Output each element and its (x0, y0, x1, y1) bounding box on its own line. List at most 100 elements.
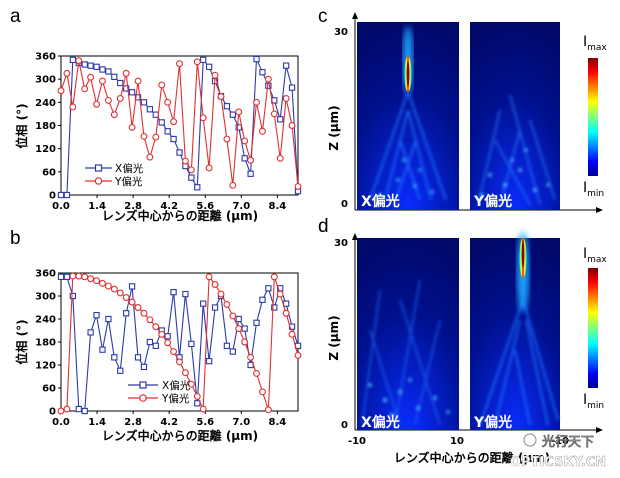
data-point-y (128, 123, 136, 131)
data-point-y (57, 407, 65, 415)
heatmap-d-ytick-30: 30 (334, 238, 348, 249)
heatmap-d-xtick-right-min: -10 (551, 436, 569, 447)
data-point-x (188, 174, 195, 181)
data-point-x (253, 319, 260, 326)
heatmap-c-y-panel: Y偏光 (470, 22, 560, 210)
x-tick-label: 1.4 (88, 417, 106, 428)
data-point-x (117, 79, 124, 87)
data-point-y (116, 95, 124, 102)
chart-b-xlabel: レンズ中心からの距離 (μm) (102, 428, 258, 443)
data-point-y (223, 135, 231, 143)
data-point-x (87, 62, 94, 69)
data-point-x (241, 155, 248, 162)
data-point-x (81, 407, 88, 415)
data-point-x (87, 329, 94, 336)
heatmap-c-x-panel: X偏光 (357, 22, 459, 210)
y-tick-label: 300 (35, 75, 56, 86)
panel-label-b: b (10, 228, 21, 249)
data-point-x (282, 300, 290, 307)
data-point-y (193, 58, 201, 66)
data-point-x (164, 128, 171, 135)
heatmap-d-y-label: Y偏光 (473, 414, 512, 431)
data-point-y (217, 290, 225, 298)
data-point-y (176, 60, 183, 68)
chart-b-y-ticks: 0 60 120 180 240 300 360 (35, 269, 61, 418)
data-point-x (259, 296, 266, 303)
y-tick-label: 120 (35, 144, 56, 155)
data-point-x (247, 170, 254, 177)
data-point-x (63, 273, 71, 280)
data-point-y (57, 87, 65, 95)
data-point-x (93, 312, 100, 319)
heatmap-d-y-panel: Y偏光 (470, 232, 560, 431)
x-tick-label: 8.4 (269, 201, 287, 212)
data-point-y (93, 100, 101, 108)
data-point-x (146, 106, 154, 113)
heatmap-c-y-label: Y偏光 (473, 193, 512, 210)
data-point-y (294, 183, 302, 190)
y-tick-label: 300 (35, 292, 56, 303)
data-point-x (200, 56, 207, 64)
heatmap-d-ylabel: Z (μm) (327, 315, 341, 360)
data-point-x (123, 310, 130, 317)
y-tick-label: 180 (35, 338, 56, 349)
data-point-x (57, 273, 65, 280)
data-point-y (205, 273, 213, 281)
data-point-y (193, 392, 201, 400)
chart-a-ylabel: 位相 (°) (14, 103, 29, 148)
data-point-x (152, 342, 159, 349)
watermark-line1: 光行天下 (541, 434, 594, 450)
data-point-y (288, 122, 296, 129)
data-point-x (271, 304, 278, 311)
data-point-y (158, 81, 166, 89)
chart-a-series (57, 55, 302, 199)
data-point-y (264, 75, 272, 83)
data-point-y (187, 380, 195, 388)
chart-a-legend: X偏光 Y偏光 (85, 162, 144, 188)
legend-x-marker (139, 381, 147, 389)
heatmap-d-xtick-left-max: 10 (450, 436, 464, 447)
x-tick-label: 2.8 (124, 201, 142, 212)
x-tick-label: 4.2 (160, 201, 178, 212)
data-point-y (211, 281, 219, 288)
data-point-x (282, 62, 290, 69)
data-point-x (146, 338, 154, 346)
colorbar-c-min: Imin (583, 180, 604, 199)
data-point-x (241, 325, 248, 332)
data-point-x (170, 135, 177, 143)
data-point-x (105, 315, 112, 323)
data-point-y (140, 132, 148, 140)
data-point-y (241, 137, 249, 145)
data-point-y (110, 111, 118, 119)
heatmap-d-x-label: X偏光 (361, 414, 400, 431)
data-point-x (69, 56, 76, 64)
chart-a-legend-x: X偏光 (115, 162, 144, 175)
data-point-y (235, 108, 243, 116)
data-point-y (75, 57, 83, 65)
heatmap-c-ytick-0: 0 (341, 199, 348, 210)
chart-a-frame (60, 55, 299, 196)
colorbar-d-min: Imin (583, 392, 604, 411)
data-point-x (164, 333, 171, 340)
heatmap-d-ytick-0: 0 (341, 420, 348, 431)
data-point-x (63, 191, 71, 199)
data-point-y (241, 338, 249, 346)
data-point-y (134, 77, 142, 85)
data-point-x (111, 73, 118, 80)
data-point-y (170, 348, 178, 356)
panel-label-d: d (318, 216, 329, 237)
data-point-x (205, 63, 213, 70)
x-tick-label: 0.0 (52, 201, 70, 212)
data-point-y (104, 282, 112, 290)
data-point-y (152, 133, 160, 141)
data-point-x (200, 300, 207, 307)
y-tick-label: 240 (35, 315, 56, 326)
data-point-y (211, 71, 219, 79)
chart-b-legend-y: Y偏光 (161, 392, 190, 405)
data-point-y (270, 273, 278, 281)
data-point-x (223, 103, 231, 110)
data-point-y (99, 279, 106, 287)
data-point-x (134, 354, 142, 361)
data-point-x (265, 285, 272, 292)
